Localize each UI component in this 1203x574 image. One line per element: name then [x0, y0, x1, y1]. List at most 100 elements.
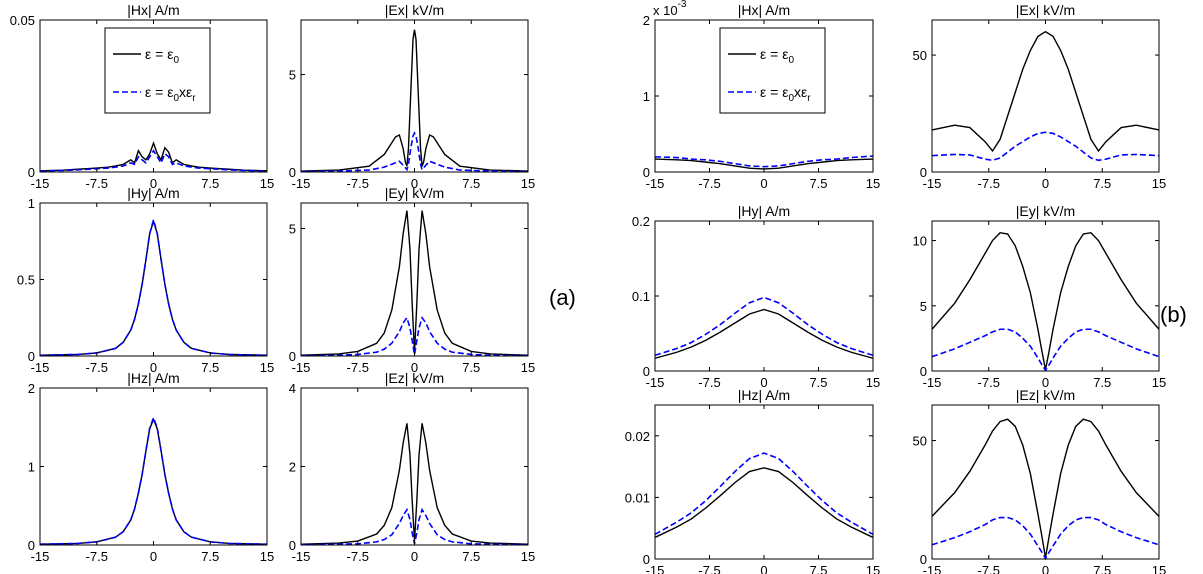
legend-text-part: ε = ε [760, 84, 788, 100]
x-tick-label: 0 [150, 360, 157, 375]
x-tick-label: 15 [1152, 563, 1166, 574]
series-free-space-line [300, 210, 529, 356]
x-tick-label: 7.5 [1093, 176, 1111, 191]
x-tick-label: -15 [31, 176, 50, 191]
chart-b-hy-a-m: -15 -7.5 0 7.5 15 0 0.1 0.2 |Hy| A/m [632, 203, 880, 390]
x-tick-label: 15 [521, 360, 535, 375]
x-tick-label: 0 [1042, 375, 1049, 390]
x-tick-label: -15 [923, 375, 942, 390]
series-dielectric-line [300, 315, 529, 357]
legend-box [104, 27, 211, 114]
x-tick-label: -7.5 [698, 563, 720, 574]
x-tick-label: -15 [646, 375, 665, 390]
series-dielectric-line [931, 516, 1160, 561]
chart-title: |Hy| A/m [738, 203, 790, 219]
chart-a-ez-kv-m: -15 -7.5 0 7.5 15 0 2 4 |Ez| kV/m [289, 370, 535, 564]
chart-b-ey-kv-m: -15 -7.5 0 7.5 15 0 5 10 |Ey| kV/m [913, 203, 1167, 390]
axes-frame [931, 19, 1160, 173]
legend-text-part: 0 [173, 55, 179, 66]
y-tick-label: 0 [28, 165, 35, 180]
legend: ε = ε0ε = ε0xεr [104, 27, 211, 114]
x-tick-label: 7.5 [809, 563, 827, 574]
x-tick-label: -7.5 [86, 176, 108, 191]
x-tick-label: 15 [1152, 176, 1166, 191]
y-tick-label: 0 [289, 349, 296, 364]
axes-frame [300, 19, 529, 173]
y-tick-label: 0 [643, 165, 650, 180]
x-tick-label: -7.5 [698, 176, 720, 191]
x-tick-label: -7.5 [347, 360, 369, 375]
y-tick-label: 0.2 [632, 214, 650, 229]
x-tick-label: -7.5 [978, 563, 1000, 574]
y-tick-label: 0 [28, 538, 35, 553]
series-free-space-line [300, 423, 529, 545]
legend-text-part: r [807, 93, 811, 104]
series-free-space-line [300, 29, 529, 172]
legend-text-part: 0 [173, 93, 179, 104]
y-tick-label: 5 [920, 299, 927, 314]
x-tick-label: -7.5 [347, 176, 369, 191]
legend-box [719, 27, 826, 114]
x-tick-label: -7.5 [347, 549, 369, 564]
x-tick-label: -15 [31, 549, 50, 564]
figure-label-b: (b) [1160, 302, 1187, 327]
legend-text-part: xε [179, 84, 192, 100]
x-tick-label: 7.5 [201, 549, 219, 564]
x-tick-label: 15 [866, 176, 880, 191]
x-tick-label: 0 [760, 176, 767, 191]
chart-title: |Hz| A/m [127, 370, 179, 386]
x-tick-label: 0 [760, 563, 767, 574]
axes-frame [931, 220, 1160, 372]
legend-text-part: xε [794, 84, 807, 100]
y-tick-label: 5 [289, 68, 296, 83]
y-tick-label: 10 [913, 234, 927, 249]
x-tick-label: 0 [411, 549, 418, 564]
x-tick-label: 7.5 [462, 360, 480, 375]
y-tick-label: 50 [913, 434, 927, 449]
series-free-space-line [39, 218, 268, 356]
axes-frame [39, 387, 268, 546]
chart-b-ex-kv-m: -15 -7.5 0 7.5 15 0 50 |Ex| kV/m [913, 2, 1167, 191]
x-tick-label: 15 [260, 176, 274, 191]
series-dielectric-line [654, 452, 874, 536]
y-tick-label: 50 [913, 48, 927, 63]
y-tick-label: 2 [289, 460, 296, 475]
x-tick-label: 7.5 [809, 176, 827, 191]
y-tick-label: 0.02 [625, 429, 650, 444]
legend-text-part: 0 [788, 55, 794, 66]
y-tick-label: 0.01 [625, 490, 650, 505]
y-tick-label: 0.1 [632, 289, 650, 304]
x-tick-label: 7.5 [1093, 375, 1111, 390]
legend-text-part: ε = ε [145, 84, 173, 100]
x-tick-label: -15 [923, 176, 942, 191]
x-tick-label: -15 [292, 360, 311, 375]
legend-text-part: ε = ε [760, 46, 788, 62]
axes-frame [654, 404, 874, 560]
y-multiplier: x 10-3 [653, 0, 687, 18]
figure-label-a: (a) [549, 285, 576, 310]
chart-title: |Ez| kV/m [1016, 387, 1075, 403]
chart-title: |Ex| kV/m [1016, 2, 1075, 18]
series-free-space-line [931, 231, 1160, 370]
series-dielectric-line [300, 131, 529, 173]
chart-title: |Ez| kV/m [385, 370, 444, 386]
series-dielectric-line [654, 296, 874, 357]
axes-frame [300, 387, 529, 546]
x-tick-label: 0 [411, 360, 418, 375]
x-tick-label: 7.5 [462, 176, 480, 191]
legend-text-part: r [192, 93, 196, 104]
y-tick-label: 5 [289, 222, 296, 237]
chart-a-ey-kv-m: -15 -7.5 0 7.5 15 0 5 |Ey| kV/m [289, 185, 535, 375]
y-tick-label: 1 [643, 89, 650, 104]
series-dielectric-line [654, 155, 874, 168]
legend-text-part: 0 [788, 93, 794, 104]
x-tick-label: 0 [760, 375, 767, 390]
x-tick-label: 7.5 [462, 549, 480, 564]
y-tick-label: 0 [920, 364, 927, 379]
x-tick-label: -15 [646, 176, 665, 191]
legend-label-dielectric: ε = ε0xεr [145, 84, 196, 104]
legend: ε = ε0ε = ε0xεr [719, 27, 826, 114]
axes-frame [300, 202, 529, 357]
